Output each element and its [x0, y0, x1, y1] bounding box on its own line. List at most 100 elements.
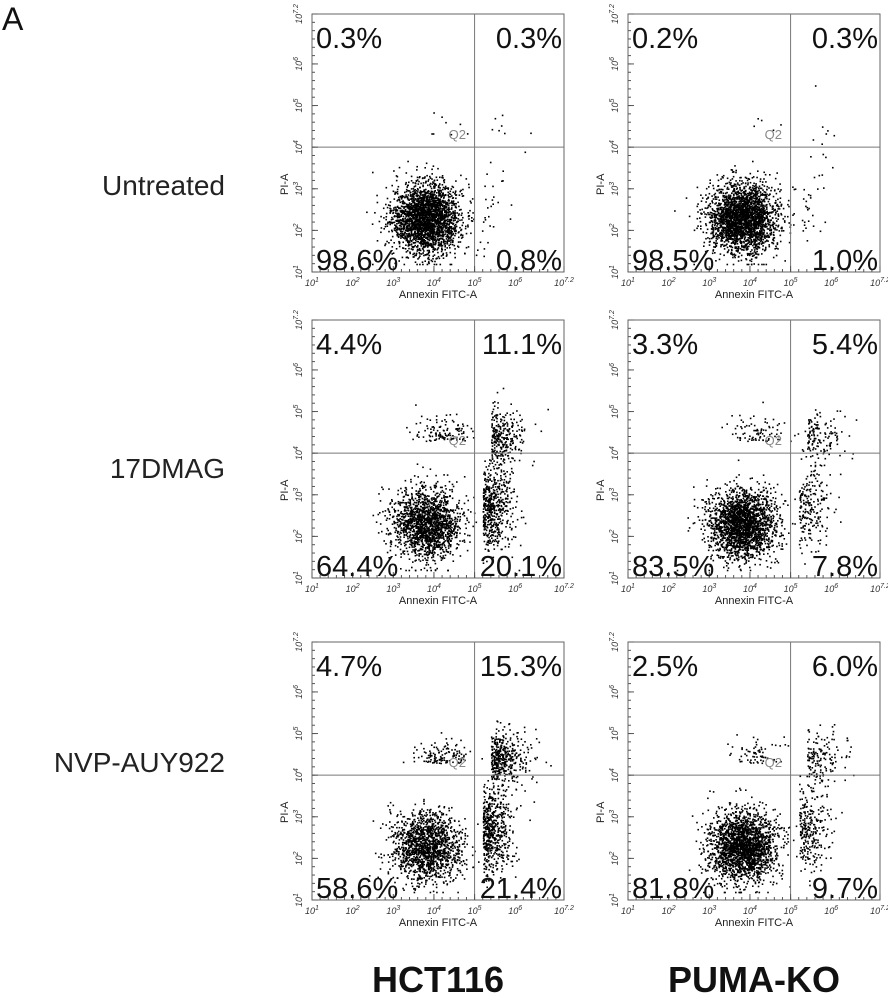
row-label-0: Untreated — [102, 170, 225, 201]
plot-frame — [627, 641, 881, 901]
y-tick-label: 107.2 — [609, 632, 620, 652]
x-axis-title: Annexin FITC-A — [715, 917, 794, 929]
x-tick-label: 102 — [662, 583, 676, 594]
scatter-events — [372, 387, 549, 572]
x-tick-label: 102 — [662, 905, 676, 916]
x-tick-label: 105 — [468, 277, 482, 288]
y-tick-label: 104 — [609, 446, 620, 460]
quadrant-lower-left-percent: 98.6% — [316, 245, 398, 277]
x-tick-label: 107.2 — [554, 583, 574, 594]
y-axis-title: PI-A — [279, 801, 291, 823]
quadrant-upper-right-percent: 11.1% — [482, 329, 562, 361]
gate-label: Q2 — [765, 755, 782, 770]
quadrant-lower-right-percent: 21.4% — [480, 873, 562, 905]
x-axis-title: Annexin FITC-A — [399, 595, 478, 607]
quadrant-upper-right-percent: 6.0% — [812, 651, 878, 683]
flow-plot-untreated-hct116: Q2 101 102 103 104 105 106 107.2 101 102 103 104 105… — [279, 4, 574, 301]
x-tick-label: 101 — [305, 277, 319, 288]
y-tick-label: 102 — [609, 223, 620, 237]
row-label-1: 17DMAG — [110, 453, 225, 484]
x-axis-title: Annexin FITC-A — [715, 595, 794, 607]
x-tick-label: 106 — [508, 905, 522, 916]
y-tick-label: 104 — [293, 140, 304, 154]
y-tick-label: 102 — [293, 851, 304, 865]
x-tick-label: 104 — [427, 277, 441, 288]
y-tick-label: 106 — [609, 685, 620, 699]
gate-label: Q2 — [449, 433, 466, 448]
y-axis-title: PI-A — [595, 479, 607, 501]
x-tick-label: 103 — [702, 905, 716, 916]
x-tick-label: 103 — [386, 277, 400, 288]
quadrant-lower-right-percent: 1.0% — [812, 245, 878, 277]
y-tick-label: 106 — [293, 685, 304, 699]
x-tick-label: 107.2 — [554, 905, 574, 916]
y-tick-label: 103 — [293, 488, 304, 502]
x-axis-title: Annexin FITC-A — [399, 289, 478, 301]
quadrant-lower-left-percent: 58.6% — [316, 873, 398, 905]
quadrant-lower-right-percent: 7.8% — [812, 551, 878, 583]
quadrant-upper-left-percent: 4.7% — [316, 651, 382, 683]
y-tick-label: 104 — [609, 768, 620, 782]
scatter-events — [366, 112, 532, 266]
plot-frame — [311, 319, 565, 579]
gate-label: Q2 — [765, 433, 782, 448]
y-tick-label: 104 — [293, 446, 304, 460]
quadrant-upper-left-percent: 3.3% — [632, 329, 698, 361]
x-tick-label: 101 — [621, 277, 635, 288]
quadrant-upper-left-percent: 0.3% — [316, 23, 382, 55]
y-tick-label: 101 — [609, 571, 620, 585]
x-axis-title: Annexin FITC-A — [399, 917, 478, 929]
quadrant-upper-left-percent: 0.2% — [632, 23, 698, 55]
y-tick-label: 101 — [609, 893, 620, 907]
quadrant-lower-left-percent: 83.5% — [632, 551, 714, 583]
quadrant-upper-right-percent: 5.4% — [812, 329, 878, 361]
y-axis-title: PI-A — [595, 801, 607, 823]
x-tick-label: 106 — [824, 905, 838, 916]
y-tick-label: 101 — [293, 571, 304, 585]
flow-plot-17dmag-puma-ko: Q2 101 102 103 104 105 106 107.2 101 102 103 104 105… — [595, 310, 888, 607]
x-tick-label: 104 — [427, 905, 441, 916]
x-tick-label: 107.2 — [870, 277, 888, 288]
quadrant-lower-left-percent: 81.8% — [632, 873, 714, 905]
y-tick-label: 105 — [609, 726, 620, 740]
column-label-0: HCT116 — [372, 959, 504, 1000]
quadrant-upper-right-percent: 15.3% — [480, 651, 562, 683]
x-tick-label: 104 — [743, 277, 757, 288]
y-tick-label: 107.2 — [609, 310, 620, 330]
x-tick-label: 107.2 — [870, 905, 888, 916]
flow-plot-17dmag-hct116: Q2 101 102 103 104 105 106 107.2 101 102 103 104 105… — [279, 310, 574, 607]
y-tick-label: 106 — [609, 57, 620, 71]
x-tick-label: 103 — [702, 583, 716, 594]
y-tick-label: 106 — [293, 363, 304, 377]
y-tick-label: 106 — [609, 363, 620, 377]
x-tick-label: 101 — [621, 905, 635, 916]
flow-plot-nvp-auy922-hct116: Q2 101 102 103 104 105 106 107.2 101 102 103 104 105… — [279, 632, 574, 929]
x-tick-label: 103 — [702, 277, 716, 288]
x-tick-label: 106 — [508, 583, 522, 594]
scatter-events — [674, 85, 836, 266]
y-tick-label: 105 — [293, 404, 304, 418]
flow-plot-untreated-puma-ko: Q2 101 102 103 104 105 106 107.2 101 102 103 104 105… — [595, 4, 888, 301]
row-label-2: NVP-AUY922 — [54, 747, 225, 778]
y-tick-label: 101 — [293, 265, 304, 279]
gate-label: Q2 — [449, 755, 466, 770]
quadrant-upper-left-percent: 2.5% — [632, 651, 698, 683]
y-tick-label: 105 — [293, 98, 304, 112]
x-tick-label: 103 — [386, 583, 400, 594]
y-tick-label: 105 — [609, 404, 620, 418]
y-tick-label: 102 — [609, 529, 620, 543]
y-tick-label: 107.2 — [293, 632, 304, 652]
y-tick-label: 107.2 — [293, 310, 304, 330]
y-tick-label: 102 — [293, 529, 304, 543]
scatter-events — [688, 724, 855, 894]
quadrant-lower-right-percent: 9.7% — [812, 873, 878, 905]
x-tick-label: 101 — [305, 905, 319, 916]
gate-label: Q2 — [765, 127, 782, 142]
quadrant-lower-right-percent: 0.8% — [496, 245, 562, 277]
x-axis-title: Annexin FITC-A — [715, 289, 794, 301]
x-tick-label: 104 — [427, 583, 441, 594]
y-tick-label: 103 — [293, 810, 304, 824]
y-tick-label: 103 — [609, 488, 620, 502]
x-tick-label: 106 — [824, 583, 838, 594]
scatter-events — [368, 720, 552, 894]
